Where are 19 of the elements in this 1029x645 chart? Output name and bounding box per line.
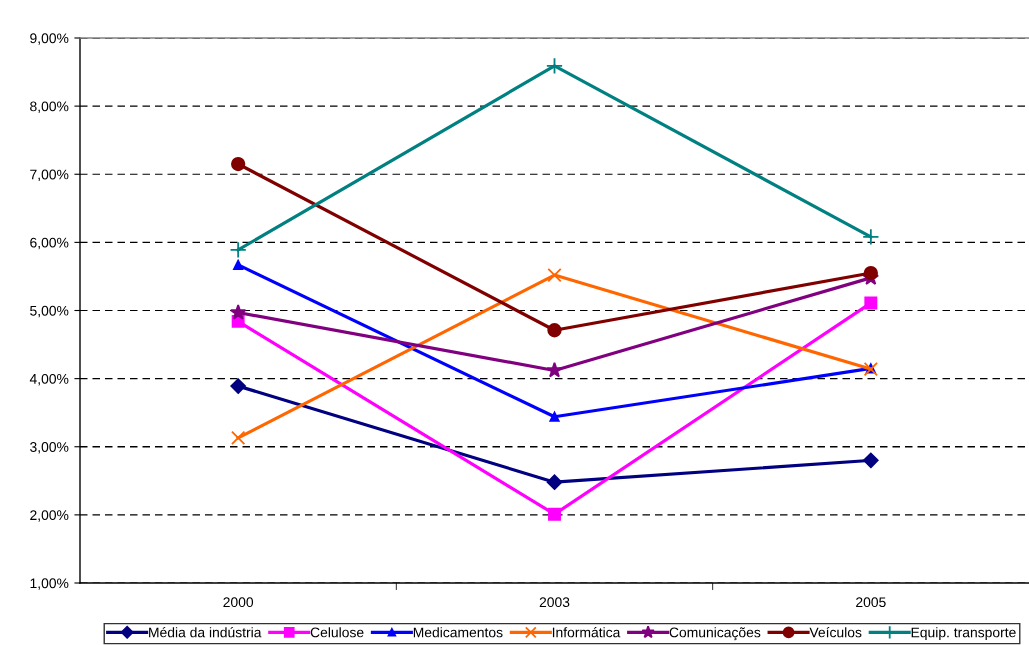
legend-label: Veículos bbox=[809, 626, 862, 638]
x-tick-label: 2005 bbox=[856, 597, 886, 608]
legend-label: Medicamentos bbox=[413, 627, 503, 638]
y-tick-label: 8,00% bbox=[30, 101, 69, 113]
legend-label: Celulose bbox=[310, 627, 364, 638]
legend-label: Média da indústria bbox=[149, 626, 262, 638]
legend-label: Informática bbox=[552, 626, 621, 638]
x-tick-label: 2000 bbox=[223, 597, 254, 608]
y-tick-label: 5,00% bbox=[30, 305, 69, 318]
legend-label: Equip. transporte bbox=[911, 627, 1016, 641]
legend-label: Comunicações bbox=[669, 627, 761, 641]
y-tick-label: 1,00% bbox=[30, 578, 69, 590]
y-tick-label: 3,00% bbox=[30, 442, 69, 454]
y-tick-label: 9,00% bbox=[30, 33, 69, 45]
y-tick-label: 7,00% bbox=[30, 169, 69, 182]
y-tick-label: 6,00% bbox=[30, 237, 69, 250]
y-tick-label: 4,00% bbox=[29, 373, 69, 386]
y-tick-label: 2,00% bbox=[30, 510, 69, 522]
x-tick-label: 2003 bbox=[539, 597, 570, 608]
